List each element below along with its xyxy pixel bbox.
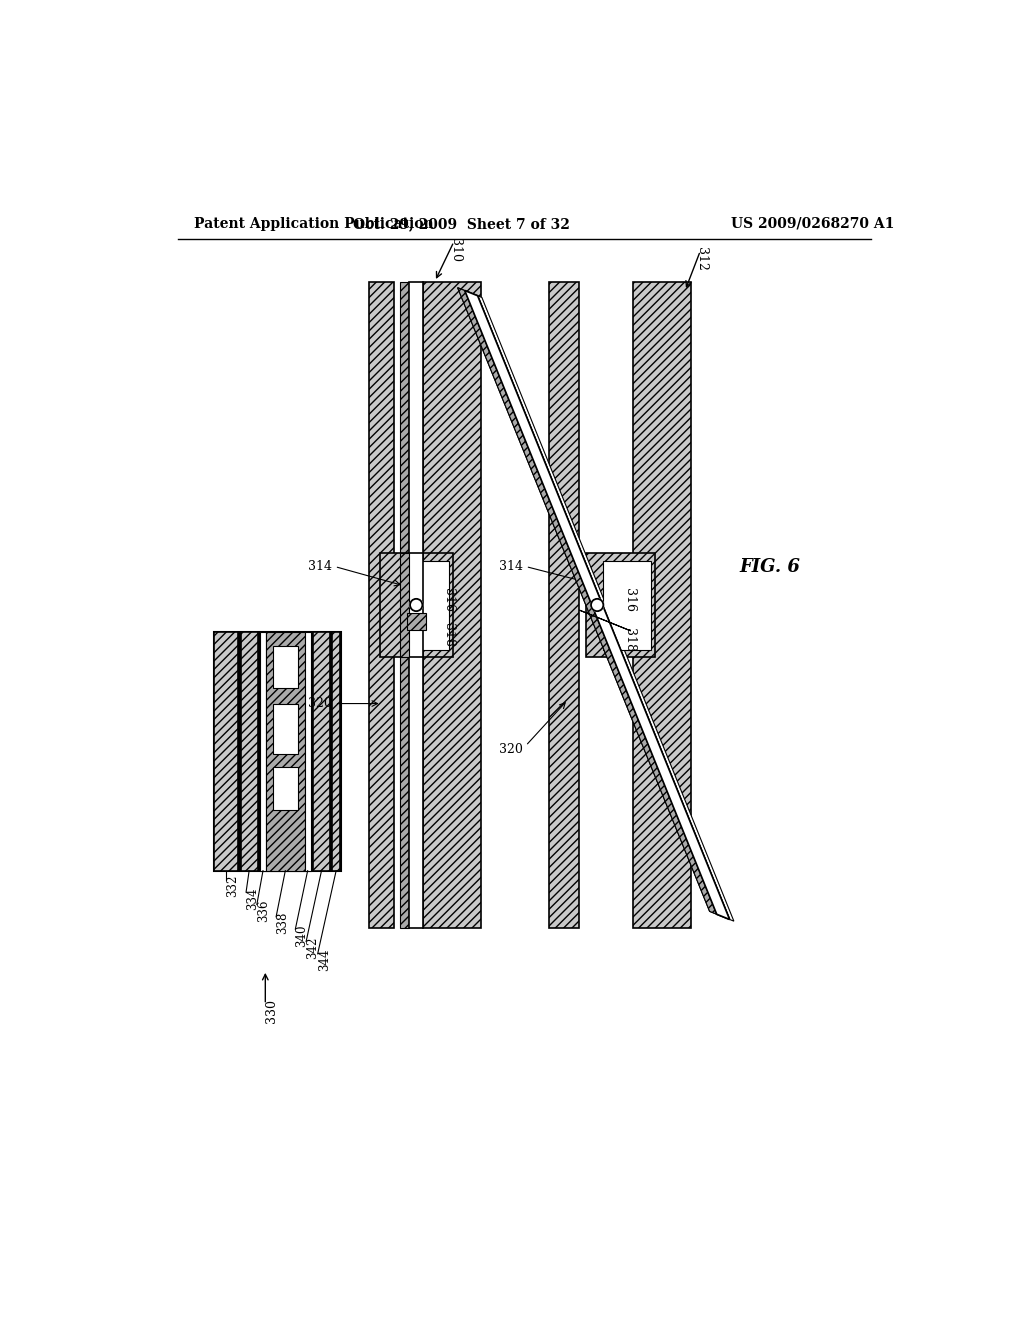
Circle shape xyxy=(410,599,422,611)
Text: 314: 314 xyxy=(500,560,523,573)
Polygon shape xyxy=(465,290,729,920)
Text: 320: 320 xyxy=(308,697,333,710)
Text: FIG. 6: FIG. 6 xyxy=(739,557,800,576)
Bar xyxy=(239,632,241,871)
Bar xyxy=(423,281,481,928)
Text: 314: 314 xyxy=(308,560,333,573)
Bar xyxy=(241,632,258,871)
Text: 344: 344 xyxy=(317,949,331,972)
Text: Oct. 29, 2009  Sheet 7 of 32: Oct. 29, 2009 Sheet 7 of 32 xyxy=(353,216,570,231)
Bar xyxy=(370,281,394,928)
Text: 338: 338 xyxy=(276,912,289,935)
Text: 320: 320 xyxy=(500,743,523,756)
Bar xyxy=(214,632,239,871)
Text: 342: 342 xyxy=(306,936,319,958)
Text: Patent Application Publication: Patent Application Publication xyxy=(194,216,433,231)
Text: US 2009/0268270 A1: US 2009/0268270 A1 xyxy=(731,216,895,231)
Bar xyxy=(407,612,426,630)
Bar xyxy=(420,561,450,649)
Bar xyxy=(310,632,313,871)
Bar xyxy=(549,281,580,928)
Bar xyxy=(260,632,266,871)
Text: 336: 336 xyxy=(257,899,270,921)
Text: 318: 318 xyxy=(442,623,455,648)
Bar xyxy=(603,561,651,649)
Bar xyxy=(634,281,691,928)
Bar xyxy=(330,632,333,871)
Bar xyxy=(400,281,410,928)
Text: 332: 332 xyxy=(226,875,239,898)
Bar xyxy=(410,281,423,928)
Text: 316: 316 xyxy=(623,589,636,612)
Bar xyxy=(304,632,310,871)
Bar xyxy=(410,553,423,657)
Bar xyxy=(273,767,298,810)
Polygon shape xyxy=(477,296,734,921)
Polygon shape xyxy=(458,288,717,915)
Text: 318: 318 xyxy=(623,628,636,652)
Text: 330: 330 xyxy=(265,999,279,1023)
Polygon shape xyxy=(580,610,631,631)
Circle shape xyxy=(591,599,603,611)
Bar xyxy=(214,632,341,871)
Text: 312: 312 xyxy=(695,247,709,271)
Bar xyxy=(266,632,304,871)
Bar xyxy=(258,632,260,871)
Bar xyxy=(273,704,298,754)
Bar xyxy=(380,553,454,657)
Bar xyxy=(273,645,298,688)
Text: 334: 334 xyxy=(246,887,259,909)
Polygon shape xyxy=(465,290,729,920)
Polygon shape xyxy=(458,288,717,915)
Bar xyxy=(333,632,340,871)
Bar xyxy=(400,553,410,657)
Text: 340: 340 xyxy=(295,924,308,946)
Bar xyxy=(586,553,655,657)
Bar xyxy=(313,632,330,871)
Text: 316: 316 xyxy=(442,589,455,612)
Text: 310: 310 xyxy=(449,238,462,261)
